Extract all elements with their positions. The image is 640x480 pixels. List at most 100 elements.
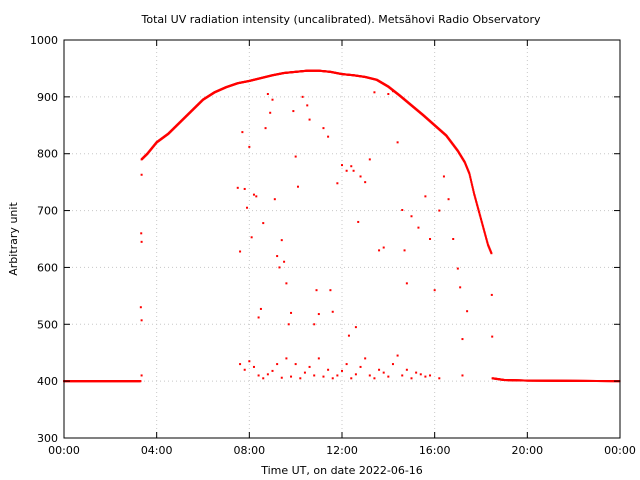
data-point (292, 110, 295, 113)
data-point (473, 193, 476, 196)
data-point (433, 289, 436, 292)
data-point (262, 222, 265, 225)
y-tick-label: 800 (37, 148, 58, 161)
data-point (456, 267, 459, 270)
data-point (442, 175, 445, 178)
data-point (482, 226, 485, 229)
data-point (378, 249, 381, 252)
data-point (255, 195, 258, 198)
data-point (269, 111, 272, 114)
data-point (475, 202, 478, 205)
data-point (140, 374, 143, 377)
data-point (485, 238, 488, 240)
x-axis-label: Time UT, on date 2022-06-16 (260, 464, 423, 477)
data-point (313, 323, 316, 326)
data-point (461, 374, 464, 377)
data-point (276, 363, 279, 366)
data-point (285, 282, 288, 285)
data-point (490, 252, 493, 255)
data-point (471, 187, 474, 190)
data-point (477, 208, 480, 211)
data-point (140, 240, 143, 243)
data-point (424, 195, 427, 198)
data-point (239, 250, 242, 253)
data-point (481, 222, 484, 225)
data-point (473, 192, 476, 195)
data-point (466, 310, 469, 313)
data-point (468, 172, 471, 175)
data-point (280, 239, 283, 242)
data-point (478, 212, 481, 215)
data-point (429, 238, 432, 240)
data-point (461, 338, 464, 341)
data-point (352, 169, 355, 172)
data-point (280, 376, 283, 379)
data-point (259, 307, 262, 310)
data-point (485, 239, 488, 242)
data-point (315, 289, 318, 292)
y-tick-label: 900 (37, 91, 58, 104)
data-point (424, 375, 427, 378)
data-point (410, 215, 413, 218)
data-point (252, 193, 255, 196)
data-point (336, 182, 339, 185)
data-point (266, 373, 269, 376)
data-point (373, 91, 376, 94)
data-point (354, 373, 357, 376)
data-point (396, 354, 399, 357)
data-point (236, 186, 239, 189)
y-tick-label: 400 (37, 375, 58, 388)
data-point (490, 293, 493, 296)
data-point (308, 365, 311, 368)
data-point (476, 205, 479, 208)
data-point (248, 360, 251, 363)
data-point (382, 371, 385, 374)
data-point (483, 232, 486, 235)
data-point (257, 374, 260, 377)
data-point (415, 371, 418, 374)
chart-title: Total UV radiation intensity (uncalibrat… (141, 13, 541, 26)
data-point (478, 213, 481, 216)
data-point (336, 374, 339, 377)
data-point (474, 198, 477, 201)
data-point (140, 232, 143, 235)
data-point (322, 127, 325, 130)
data-point (313, 374, 316, 377)
data-point (483, 229, 486, 232)
data-point (447, 198, 450, 201)
data-point (308, 118, 311, 121)
data-point (472, 189, 475, 192)
data-point (287, 323, 290, 326)
data-point (294, 155, 297, 158)
data-point (248, 145, 251, 148)
data-point (271, 369, 274, 372)
data-point (477, 209, 480, 212)
data-point (243, 187, 246, 190)
data-point (485, 236, 488, 239)
y-axis-label: Arbitrary unit (7, 202, 20, 276)
data-point (294, 363, 297, 366)
data-point (481, 223, 484, 226)
data-point (476, 206, 479, 209)
data-point (472, 190, 475, 193)
data-point (341, 369, 343, 372)
data-point (327, 135, 330, 138)
data-point (478, 210, 481, 213)
data-point (139, 380, 142, 383)
data-point (306, 104, 309, 107)
data-point (391, 90, 394, 93)
data-point (350, 165, 353, 168)
data-point (403, 249, 406, 252)
data-point (476, 203, 479, 206)
data-point (391, 363, 394, 366)
data-point (396, 141, 399, 144)
data-point (317, 357, 320, 360)
axis-ticks: 300 400 500 600 700 800 900 1000 00:00 04:00 08:00… (30, 34, 636, 457)
data-point (341, 164, 343, 167)
data-point (474, 196, 477, 199)
data-point (290, 311, 293, 314)
data-point (469, 177, 472, 180)
y-tick-label: 300 (37, 432, 58, 445)
data-point (417, 226, 420, 229)
